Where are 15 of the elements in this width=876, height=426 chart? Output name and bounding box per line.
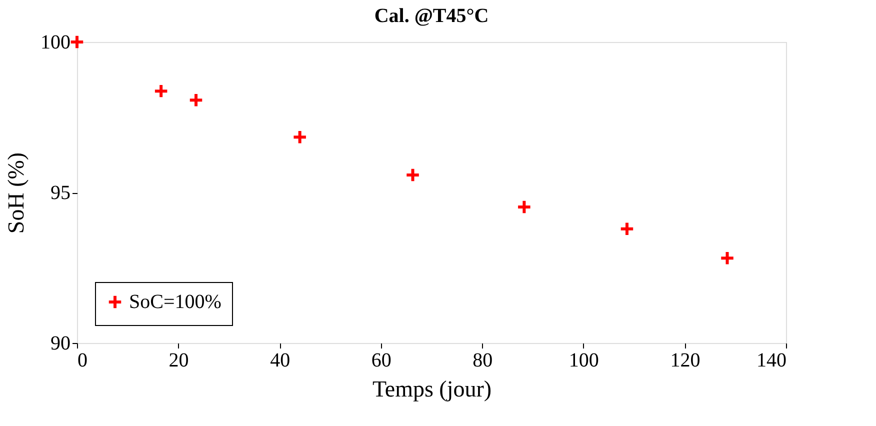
x-tick-label: 60	[371, 350, 392, 372]
x-tick-label: 20	[168, 350, 189, 372]
x-axis-title: Temps (jour)	[372, 376, 492, 402]
y-tick-label: 90	[50, 332, 70, 354]
x-tick-label: 0	[78, 350, 88, 372]
x-tick-label: 40	[270, 350, 290, 372]
x-tick-label: 120	[670, 350, 700, 372]
y-axis-title: SoH (%)	[4, 152, 28, 234]
chart-title: Cal. @T45°C	[374, 4, 489, 27]
y-tick-label: 100	[40, 32, 70, 54]
x-tick-label: 80	[472, 350, 493, 372]
legend-label: SoC=100%	[129, 291, 222, 313]
x-tick-label: 140	[756, 350, 786, 372]
y-tick-label: 95	[50, 182, 70, 204]
x-tick-label: 100	[568, 350, 599, 372]
